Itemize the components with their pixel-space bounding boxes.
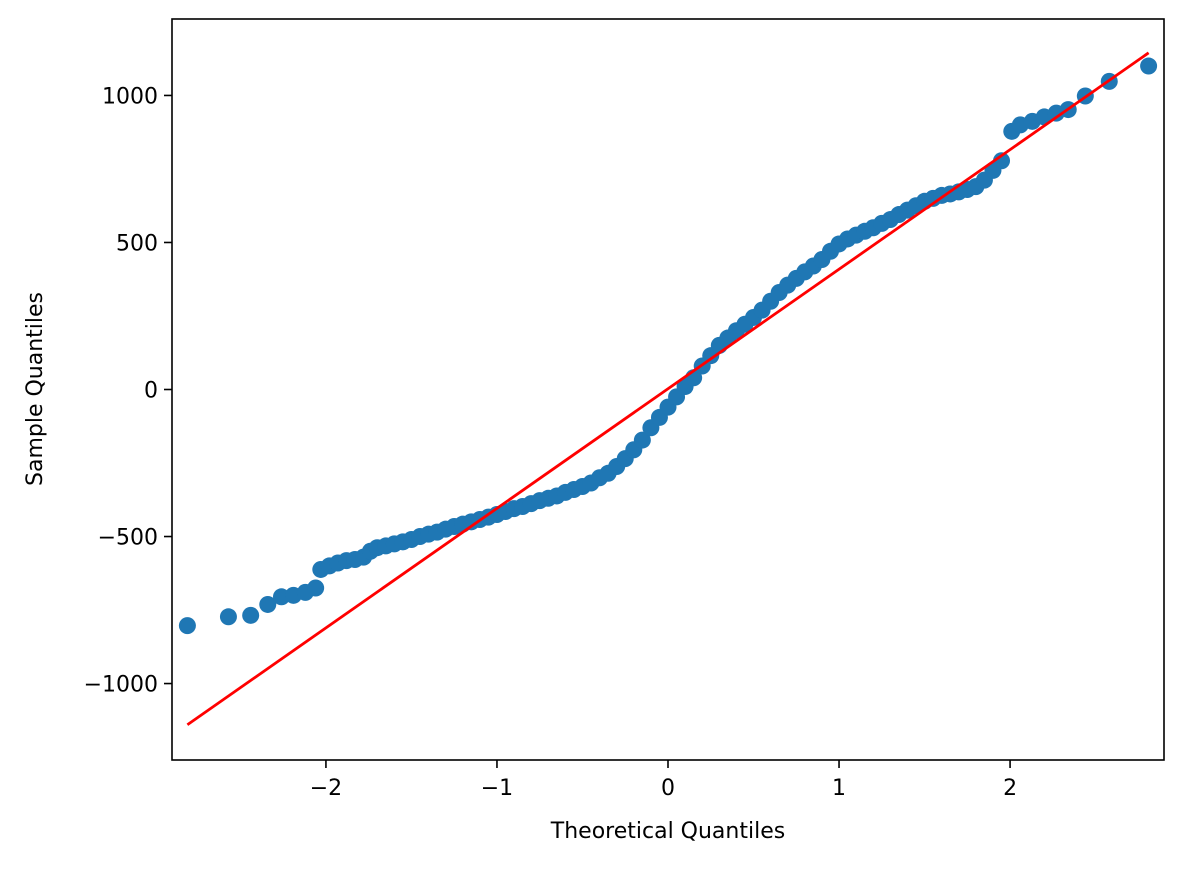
sample-point <box>219 608 237 626</box>
reference-line <box>186 51 1150 726</box>
y-tick-label: −1000 <box>84 673 158 698</box>
x-tick-label: 0 <box>661 776 675 801</box>
sample-point <box>633 431 651 449</box>
y-axis-ticks: −1000 −500 0 500 1000 <box>84 84 172 698</box>
sample-point <box>178 617 196 635</box>
x-axis-ticks: −2 −1 0 1 2 <box>310 760 1017 801</box>
x-tick-label: 1 <box>832 776 846 801</box>
y-axis-title: Sample Quantiles <box>23 292 48 486</box>
y-tick-label: −500 <box>98 526 158 551</box>
y-tick-label: 1000 <box>102 84 158 109</box>
x-tick-label: −1 <box>481 776 513 801</box>
sample-point <box>259 595 277 613</box>
sample-point <box>993 152 1011 170</box>
sample-point <box>1140 57 1158 75</box>
reference-line-layer <box>186 51 1150 726</box>
sample-point <box>242 606 260 624</box>
x-axis-title: Theoretical Quantiles <box>550 819 785 844</box>
x-tick-label: −2 <box>310 776 342 801</box>
y-tick-label: 500 <box>116 231 158 256</box>
x-tick-label: 2 <box>1003 776 1017 801</box>
sample-point <box>307 579 325 597</box>
y-tick-label: 0 <box>144 379 158 404</box>
